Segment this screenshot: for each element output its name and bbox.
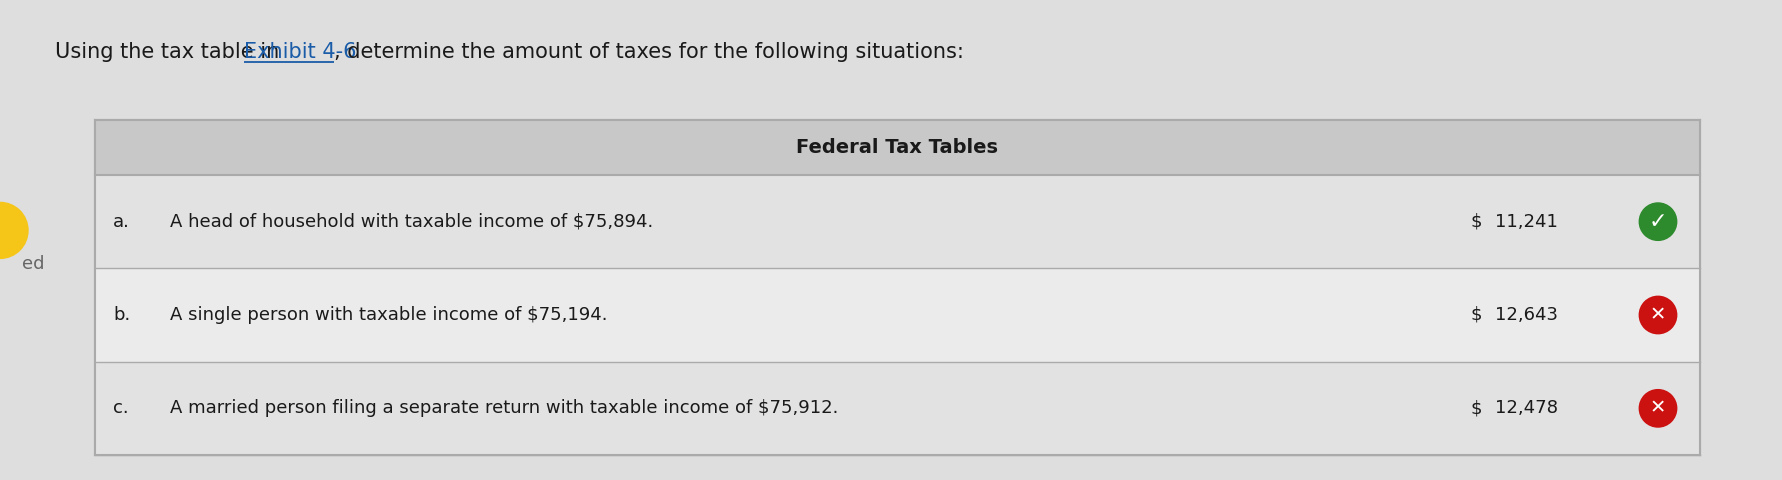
Text: Federal Tax Tables: Federal Tax Tables [797,138,998,157]
Text: ✓: ✓ [1648,212,1668,232]
Text: ✕: ✕ [1650,399,1666,418]
Text: b.: b. [112,306,130,324]
FancyBboxPatch shape [94,268,1700,361]
Text: A single person with taxable income of $75,194.: A single person with taxable income of $… [169,306,608,324]
Text: $: $ [1470,399,1481,417]
Circle shape [1639,204,1677,240]
FancyBboxPatch shape [94,120,1700,175]
Text: , determine the amount of taxes for the following situations:: , determine the amount of taxes for the … [333,42,964,62]
Text: a.: a. [112,213,130,231]
Text: 12,478: 12,478 [1495,399,1557,417]
FancyBboxPatch shape [94,361,1700,455]
Text: ed: ed [21,255,45,273]
Text: Using the tax table in: Using the tax table in [55,42,285,62]
Circle shape [1639,390,1677,426]
Text: ✕: ✕ [1650,305,1666,324]
Text: $: $ [1470,306,1481,324]
Text: A head of household with taxable income of $75,894.: A head of household with taxable income … [169,213,654,231]
Circle shape [0,203,29,258]
Text: Exhibit 4-6: Exhibit 4-6 [244,42,356,62]
FancyBboxPatch shape [94,120,1700,455]
Text: $: $ [1470,213,1481,231]
FancyBboxPatch shape [94,175,1700,268]
Text: c.: c. [112,399,128,417]
Text: 12,643: 12,643 [1495,306,1557,324]
Circle shape [1639,297,1677,333]
Text: A married person filing a separate return with taxable income of $75,912.: A married person filing a separate retur… [169,399,838,417]
Text: 11,241: 11,241 [1495,213,1557,231]
